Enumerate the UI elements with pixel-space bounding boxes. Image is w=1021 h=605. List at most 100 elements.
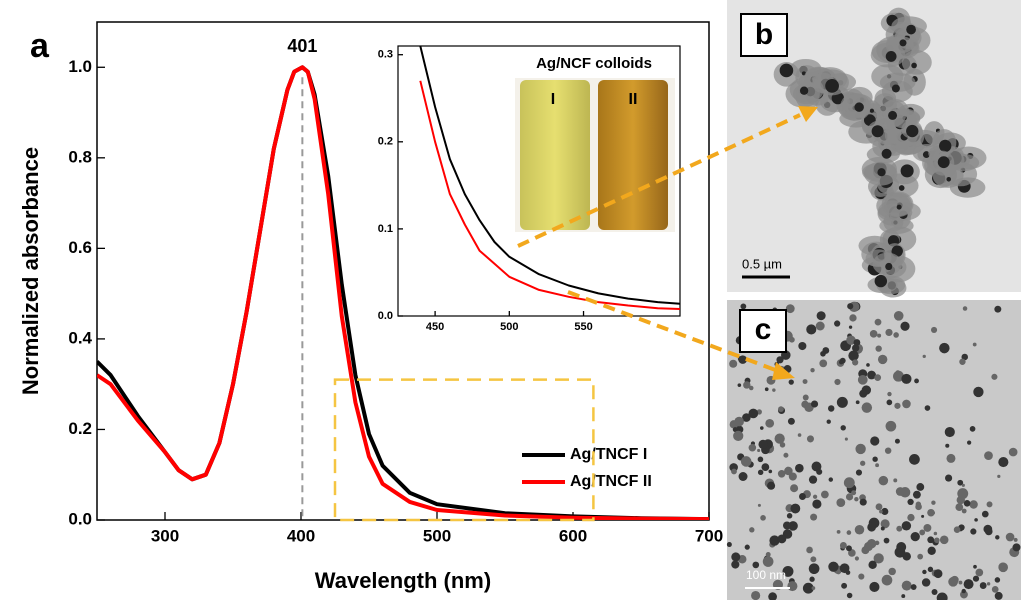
particle [938, 156, 950, 168]
particle [985, 528, 993, 536]
particle [879, 510, 883, 514]
particle [928, 547, 936, 555]
particle [914, 379, 919, 384]
particle [995, 592, 1003, 600]
particle [740, 304, 746, 310]
particle [810, 368, 814, 372]
particle [841, 583, 847, 589]
particle [970, 528, 976, 534]
y-tick-label: 0.1 [378, 223, 393, 235]
particle [854, 497, 858, 501]
particle [812, 586, 816, 590]
particle [931, 501, 935, 505]
particle [790, 525, 795, 530]
particle [882, 575, 893, 586]
particle [899, 185, 905, 191]
particle [1006, 533, 1015, 542]
particle [954, 526, 961, 533]
y-tick-label: 1.0 [68, 57, 92, 76]
particle [916, 483, 924, 491]
particle [1009, 448, 1018, 457]
particle [893, 332, 899, 338]
particle [917, 554, 923, 560]
particle [767, 482, 775, 490]
particle [727, 542, 732, 547]
vial-label: II [629, 91, 638, 108]
x-tick-label: 450 [426, 321, 444, 333]
particle [931, 327, 937, 333]
particle [901, 594, 905, 598]
y-tick-label: 0.2 [378, 136, 393, 148]
particle [998, 563, 1008, 573]
particle [896, 526, 902, 532]
particle [877, 334, 881, 338]
particle [765, 419, 774, 428]
particle [795, 464, 804, 473]
x-tick-label: 500 [423, 526, 451, 545]
particle [927, 509, 935, 517]
particle [911, 584, 917, 590]
particle [829, 477, 833, 481]
particle [916, 502, 922, 508]
particle [758, 457, 764, 463]
particle [772, 388, 775, 391]
particle [923, 524, 931, 532]
particle [778, 406, 784, 412]
particle [967, 440, 971, 444]
particle [809, 476, 817, 484]
particle [787, 581, 797, 591]
particle [776, 356, 783, 363]
particle [934, 532, 938, 536]
particle [847, 530, 852, 535]
particle [856, 469, 862, 475]
vial-label: I [551, 91, 555, 108]
particle [842, 564, 849, 571]
particle [980, 582, 987, 589]
particle [934, 569, 943, 578]
particle [810, 556, 816, 562]
particle [906, 25, 916, 35]
particle [757, 449, 760, 452]
particle [934, 537, 940, 543]
particle [907, 499, 913, 505]
particle [907, 514, 914, 521]
particle [894, 403, 900, 409]
particle [940, 536, 949, 545]
particle [738, 383, 742, 387]
particle [816, 469, 822, 475]
figure: b 0.5 µm c 100 nm a Wavelength (nm) Norm… [0, 0, 1021, 600]
particle [743, 381, 750, 388]
particle [731, 560, 739, 568]
particle [839, 360, 843, 364]
particle [868, 561, 876, 569]
particle [855, 556, 859, 560]
particle [837, 530, 841, 534]
particle [813, 495, 817, 499]
particle [749, 409, 759, 419]
particle [885, 263, 892, 270]
particle [807, 435, 814, 442]
particle [973, 565, 977, 569]
particle [867, 523, 876, 532]
particle [768, 470, 772, 474]
particle [946, 177, 951, 182]
particle [939, 343, 949, 353]
x-tick-label: 550 [574, 321, 592, 333]
particle [901, 164, 914, 177]
particle [856, 400, 860, 404]
particle [982, 511, 989, 518]
particle [787, 513, 793, 519]
particle [1014, 538, 1018, 542]
particle [841, 425, 846, 430]
particle [761, 463, 769, 471]
particle [783, 453, 788, 458]
particle [922, 578, 930, 586]
particle [780, 442, 786, 448]
particle [887, 400, 893, 406]
particle [884, 538, 890, 544]
particle [877, 168, 885, 176]
particle [758, 470, 763, 475]
y-axis-label: Normalized absorbance [18, 147, 43, 395]
particle [994, 306, 1001, 313]
x-tick-label: 600 [559, 526, 587, 545]
